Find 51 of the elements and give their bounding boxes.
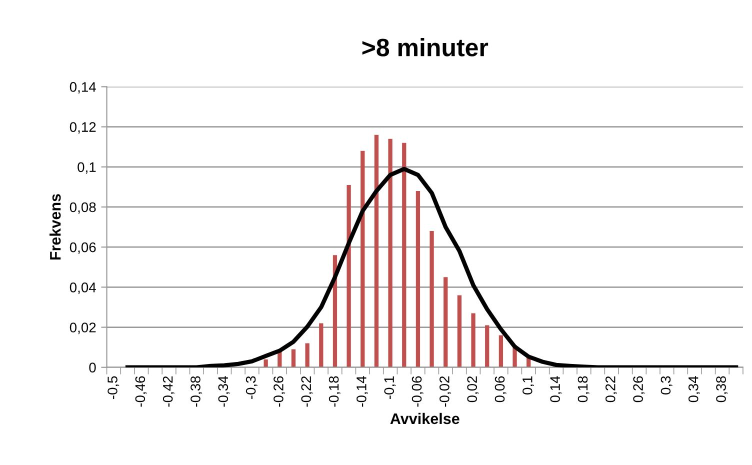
x-tick-label: -0,3: [246, 376, 258, 399]
bar: [291, 349, 296, 368]
bar: [457, 295, 462, 368]
x-tick-label: 0,14: [550, 376, 562, 402]
bar: [444, 277, 448, 368]
x-tick-label: 0,3: [660, 376, 672, 394]
x-tick-label: 0,02: [467, 376, 479, 402]
x-tick-label: 0,38: [716, 376, 728, 402]
bar: [430, 231, 434, 368]
x-tick-label: -0,42: [162, 376, 174, 407]
bar: [471, 313, 476, 368]
x-tick-label: -0,06: [412, 376, 424, 407]
bar: [498, 335, 504, 368]
x-tick-label: 0,06: [494, 376, 506, 402]
y-tick-label: 0,02: [70, 322, 96, 334]
y-tick-label: 0,1: [78, 162, 96, 174]
x-tick-label: -0,26: [274, 376, 286, 407]
x-tick-label: 0,26: [633, 376, 645, 402]
x-tick-label: -0,1: [384, 376, 396, 399]
x-axis-title: Avvikelse: [390, 412, 460, 424]
bar: [264, 359, 268, 368]
bar: [319, 323, 324, 368]
bar: [388, 138, 392, 368]
x-tick-label: -0,46: [135, 376, 147, 407]
bar: [360, 150, 365, 368]
y-tick-label: 0,14: [70, 82, 96, 94]
x-tick-label: 0,34: [688, 376, 700, 402]
bar: [374, 134, 379, 368]
x-tick-label: 0,18: [578, 376, 590, 402]
bar: [416, 190, 420, 368]
bar: [485, 325, 490, 368]
y-tick-label: 0: [89, 362, 96, 373]
y-tick-label: 0,04: [70, 282, 96, 294]
x-tick-label: -0,5: [108, 376, 120, 399]
y-tick-label: 0,08: [70, 202, 96, 214]
x-tick-label: 0,1: [522, 376, 534, 394]
x-tick-label: -0,14: [356, 376, 368, 407]
y-axis-title: Frekvens: [50, 194, 61, 260]
y-tick-label: 0,12: [70, 122, 96, 134]
x-tick-label: -0,34: [218, 376, 230, 407]
x-tick-label: -0,22: [301, 376, 313, 407]
bar: [346, 184, 351, 368]
y-tick-label: 0,06: [70, 242, 96, 254]
chart-title: >8 minuter: [362, 38, 488, 56]
x-tick-label: 0,22: [605, 376, 617, 402]
x-tick-label: -0,02: [440, 376, 451, 407]
bar: [305, 343, 310, 368]
x-tick-label: -0,38: [190, 376, 202, 407]
line-series: [125, 166, 738, 368]
x-tick-label: -0,18: [328, 376, 340, 407]
bar: [402, 142, 406, 368]
